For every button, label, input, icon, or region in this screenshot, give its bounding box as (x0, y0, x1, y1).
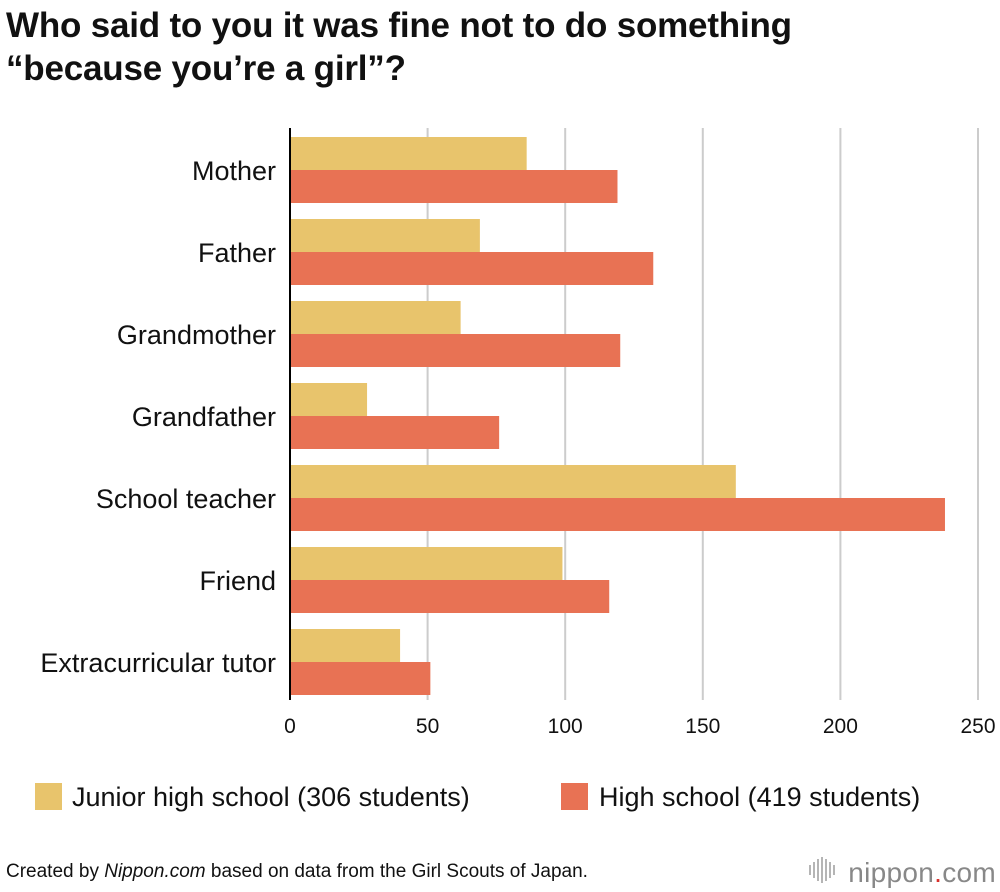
legend-label-junior: Junior high school (306 students) (72, 782, 470, 812)
category-label-0: Mother (192, 156, 276, 186)
x-tick-label-150: 150 (685, 715, 720, 738)
category-label-5: Friend (199, 566, 276, 596)
bar-high-3 (290, 416, 500, 449)
x-tick-label-250: 250 (960, 715, 995, 738)
x-tick-label-50: 50 (416, 715, 439, 738)
chart-title-line-2: “because you’re a girl”? (6, 49, 406, 88)
logo-tld: com (942, 856, 996, 888)
bar-high-6 (290, 662, 431, 695)
bar-high-4 (290, 498, 945, 531)
legend-label-high: High school (419 students) (599, 782, 921, 812)
sound-bars-icon (808, 857, 838, 888)
bar-junior-0 (290, 137, 527, 170)
bar-junior-5 (290, 547, 563, 580)
bar-high-2 (290, 334, 621, 367)
credit-prefix: Created by (6, 861, 105, 882)
chart-title: Who said to you it was fine not to do so… (6, 4, 986, 90)
bar-junior-4 (290, 465, 736, 498)
x-tick-label-0: 0 (284, 715, 296, 738)
legend: Junior high school (306 students) High s… (0, 775, 1000, 819)
x-tick-label-100: 100 (548, 715, 583, 738)
logo-dot: . (934, 856, 943, 888)
category-label-2: Grandmother (117, 320, 276, 350)
bar-junior-2 (290, 301, 461, 334)
category-label-4: School teacher (96, 484, 276, 514)
bar-junior-6 (290, 629, 401, 662)
category-label-3: Grandfather (132, 402, 276, 432)
chart-title-line-1: Who said to you it was fine not to do so… (6, 6, 792, 45)
bar-high-0 (290, 170, 618, 203)
legend-swatch-high (561, 783, 588, 810)
bar-high-5 (290, 580, 610, 613)
legend-swatch-junior (35, 783, 62, 810)
bar-junior-3 (290, 383, 368, 416)
bar-junior-1 (290, 219, 480, 252)
footer: Created by Nippon.com based on data from… (6, 857, 996, 887)
nippon-logo: nippon.com (808, 857, 996, 887)
category-label-6: Extracurricular tutor (40, 648, 276, 678)
bar-high-1 (290, 252, 654, 285)
bar-chart: 0 50 100 150 200 250 Mother Father Grandmother Gr… (40, 128, 996, 738)
credit-suffix: based on data from the Girl Scouts of Ja… (205, 861, 588, 882)
source-credit: Created by Nippon.com based on data from… (6, 859, 588, 885)
logo-wordmark: nippon.com (848, 856, 996, 888)
logo-name: nippon (848, 856, 935, 888)
category-label-1: Father (198, 238, 276, 268)
x-tick-label-200: 200 (823, 715, 858, 738)
credit-source-name: Nippon.com (104, 861, 206, 882)
